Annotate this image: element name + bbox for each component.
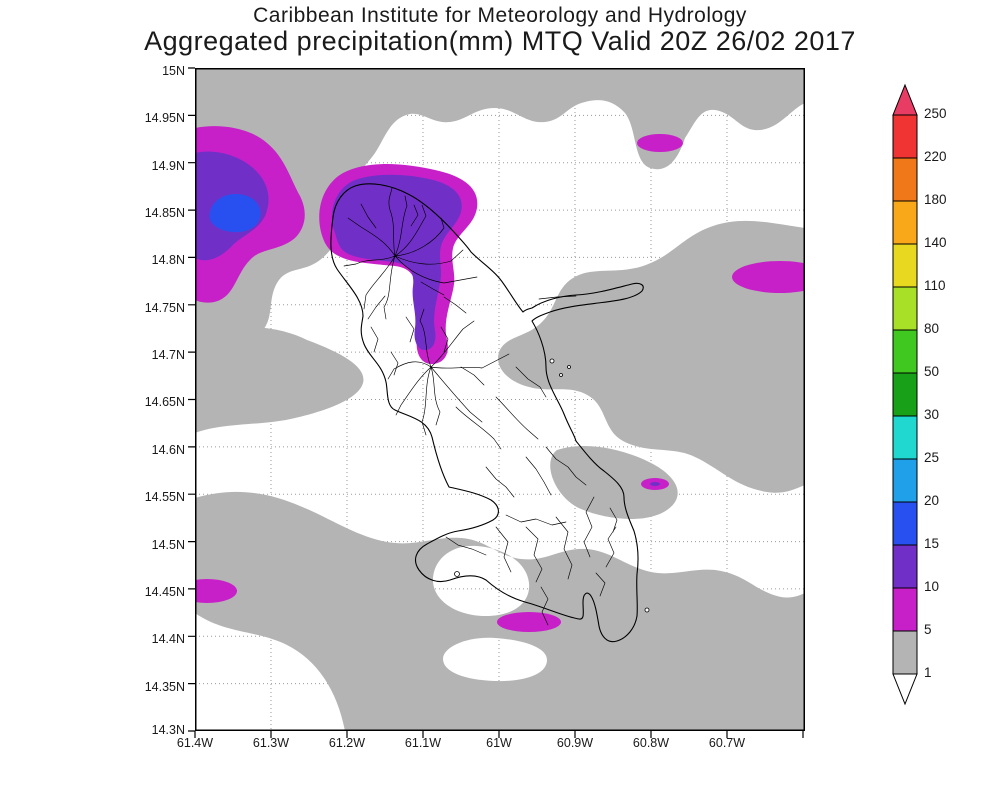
colorbar-segment: [892, 157, 918, 202]
colorbar-label: 25: [924, 450, 940, 465]
colorbar-label: 110: [924, 278, 946, 293]
y-axis-label: 14.9N: [151, 159, 185, 173]
colorbar-label: 220: [924, 149, 947, 164]
colorbar-label: 10: [924, 579, 940, 594]
y-axis-label: 14.4N: [151, 632, 185, 646]
y-axis-label: 15N: [162, 64, 185, 78]
y-axis-label: 14.45N: [144, 585, 185, 599]
colorbar-segment: [892, 501, 918, 546]
colorbar-label: 5: [924, 622, 932, 637]
x-axis-label: 61.3W: [252, 736, 290, 750]
colorbar-segment: [892, 630, 918, 675]
y-axis-label: 14.3N: [151, 723, 185, 737]
x-axis-label: 60.9W: [556, 736, 594, 750]
y-axis-label: 14.8N: [151, 253, 185, 267]
river-network-center: [370, 295, 577, 498]
figure-main-title: Aggregated precipitation(mm) MTQ Valid 2…: [144, 26, 856, 56]
axis-ticks: [188, 67, 804, 738]
y-axis-label: 14.85N: [144, 206, 185, 220]
y-axis-label: 14.35N: [144, 680, 185, 694]
colorbar: [892, 83, 918, 706]
colorbar-arrow-top: [892, 83, 918, 116]
colorbar-arrow-bottom: [892, 673, 918, 706]
magenta-spot-south-center: [497, 612, 561, 632]
colorbar-segment: [892, 329, 918, 374]
colorbar-label: 140: [924, 235, 947, 250]
colorbar-segment: [892, 114, 918, 159]
y-axis-label: 14.65N: [144, 395, 185, 409]
colorbar-segment: [892, 286, 918, 331]
y-axis-label: 14.7N: [151, 348, 185, 362]
colorbar-label: 30: [924, 407, 940, 422]
purple-spot-east-small: [650, 482, 660, 486]
y-axis-label: 14.6N: [151, 443, 185, 457]
martinique-coastline: [330, 183, 644, 643]
offshore-islets: [454, 358, 650, 613]
colorbar-label: 1: [924, 665, 932, 680]
colorbar-label: 180: [924, 192, 947, 207]
colorbar-label: 50: [924, 364, 940, 379]
blue-nw-core: [209, 193, 261, 233]
magenta-spot-ne: [637, 134, 683, 152]
colorbar-segment: [892, 200, 918, 245]
figure-institution-title: Caribbean Institute for Meteorology and …: [253, 4, 747, 27]
colorbar-segment: [892, 243, 918, 288]
map-plot-area: [188, 67, 805, 738]
gray-southeast-bridge: [550, 445, 678, 519]
colorbar-label: 80: [924, 321, 940, 336]
x-axis-label: 61.2W: [328, 736, 366, 750]
colorbar-segment: [892, 458, 918, 503]
colorbar-label: 15: [924, 536, 940, 551]
x-axis-label: 61.1W: [404, 736, 442, 750]
colorbar-segment: [892, 415, 918, 460]
boundary-lines-south: [445, 446, 618, 626]
y-axis-label: 14.5N: [151, 538, 185, 552]
y-axis-label: 14.75N: [144, 301, 185, 315]
magenta-spot-east-edge: [732, 261, 805, 293]
magenta-spot-sw-edge: [195, 579, 237, 603]
y-axis-label: 14.55N: [144, 490, 185, 504]
gray-west-band: [195, 326, 364, 433]
colorbar-segment: [892, 372, 918, 417]
colorbar-segment: [892, 544, 918, 589]
y-axis-label: 14.95N: [144, 111, 185, 125]
x-axis-label: 61.4W: [176, 736, 214, 750]
precipitation-fill-layers: [195, 68, 805, 731]
river-network-north: [343, 187, 478, 320]
gray-south-band: [195, 491, 805, 731]
plot-frame: [195, 68, 805, 731]
x-axis-label: 61W: [486, 736, 512, 750]
colorbar-label: 250: [924, 106, 947, 121]
x-axis-label: 60.8W: [632, 736, 670, 750]
x-axis-label: 60.7W: [708, 736, 746, 750]
purple-north-island-core: [331, 174, 462, 350]
colorbar-label: 20: [924, 493, 940, 508]
gray-east-band: [498, 220, 805, 493]
colorbar-segment: [892, 587, 918, 632]
